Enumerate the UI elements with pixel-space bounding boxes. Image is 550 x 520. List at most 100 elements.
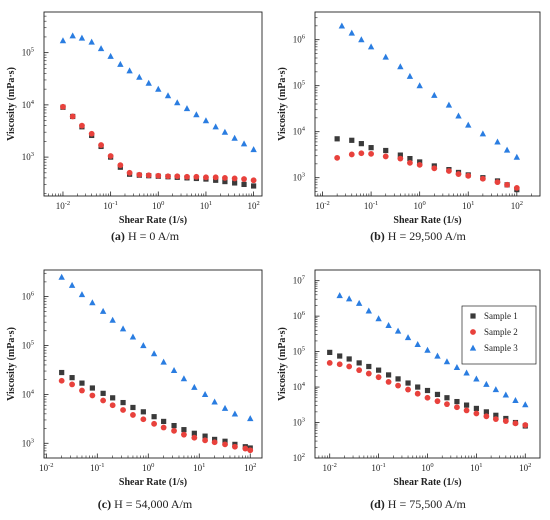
data-point — [407, 159, 413, 166]
data-point — [59, 37, 67, 44]
data-point — [232, 443, 238, 450]
data-point — [69, 113, 76, 120]
data-point — [231, 410, 239, 417]
data-point — [513, 153, 521, 160]
data-point — [97, 45, 105, 52]
data-point — [221, 128, 229, 135]
data-point — [211, 398, 218, 405]
data-point — [512, 397, 519, 404]
data-point — [494, 179, 501, 186]
plot-frame — [43, 269, 263, 459]
data-point — [98, 142, 104, 148]
series-3 — [336, 292, 529, 408]
x-tick-label: 10-1 — [364, 200, 378, 211]
data-point — [434, 398, 441, 405]
series-3 — [338, 22, 521, 160]
data-point — [346, 356, 352, 362]
data-point — [161, 418, 167, 425]
data-point — [348, 151, 355, 158]
data-point — [89, 299, 96, 306]
x-axis-label: Shear Rate (1/s) — [393, 215, 461, 226]
data-point — [473, 405, 479, 412]
data-point — [443, 358, 451, 365]
data-point — [222, 178, 228, 185]
series-1 — [334, 136, 520, 193]
data-point — [107, 52, 114, 59]
data-point — [202, 117, 210, 124]
x-tick-label: 10-2 — [56, 200, 70, 211]
data-point — [79, 122, 85, 129]
data-point — [140, 416, 147, 423]
panel-b: 10-2 10-1 100 101 102 103 104 105 106 Shear Rate … — [277, 11, 541, 243]
data-point — [365, 307, 372, 314]
data-point — [494, 138, 501, 145]
data-point — [327, 349, 333, 355]
data-point — [119, 325, 127, 332]
data-point — [453, 363, 461, 370]
data-point — [117, 60, 124, 67]
data-point — [221, 404, 229, 411]
data-point — [212, 123, 219, 130]
data-point — [522, 401, 529, 408]
legend: Sample 1 Sample 2 Sample 3 — [461, 305, 537, 365]
data-point — [247, 447, 254, 454]
x-axis-label: Shear Rate (1/s) — [119, 477, 187, 488]
data-point — [191, 434, 198, 441]
legend-marker — [469, 344, 477, 351]
data-point — [174, 173, 181, 180]
data-point — [58, 377, 65, 384]
panel-caption: (a) H = 0 A/m — [111, 229, 180, 243]
data-point — [385, 372, 392, 378]
data-point — [251, 183, 257, 189]
data-point — [181, 431, 187, 438]
data-point — [231, 175, 238, 182]
data-point — [100, 390, 106, 396]
data-point — [463, 407, 470, 414]
data-point — [242, 445, 249, 452]
data-point — [512, 420, 519, 427]
data-point — [444, 395, 450, 401]
x-tick-label: 102 — [519, 462, 531, 473]
legend-label: Sample 1 — [484, 311, 518, 321]
data-point — [504, 181, 510, 188]
data-point — [337, 353, 343, 359]
data-point — [463, 402, 470, 408]
x-tick-label: 10-2 — [315, 200, 329, 211]
y-tick-label: 104 — [293, 126, 306, 137]
data-point — [367, 43, 375, 50]
series-2 — [334, 150, 520, 191]
data-point — [68, 281, 76, 288]
data-point — [493, 412, 499, 418]
data-point — [397, 152, 403, 158]
data-point — [382, 53, 389, 60]
data-point — [376, 367, 382, 373]
data-point — [79, 387, 85, 394]
data-point — [140, 342, 147, 349]
data-point — [483, 380, 490, 387]
data-point — [473, 410, 480, 417]
data-point — [78, 291, 86, 298]
data-point — [356, 360, 362, 366]
data-point — [414, 340, 421, 347]
data-point — [201, 390, 209, 397]
data-point — [365, 370, 372, 377]
y-axis-label: Viscosity (mPa·s) — [6, 67, 17, 141]
y-tick-label: 106 — [22, 291, 35, 302]
data-point — [424, 346, 431, 353]
data-point — [193, 111, 200, 118]
data-point — [479, 130, 487, 137]
data-point — [88, 130, 95, 137]
data-point — [202, 437, 208, 444]
data-point — [109, 316, 116, 323]
x-tick-label: 102 — [247, 200, 259, 211]
data-point — [79, 380, 85, 386]
data-point — [171, 427, 177, 434]
data-point — [184, 173, 190, 180]
data-point — [202, 433, 208, 439]
y-tick-label: 102 — [293, 452, 305, 463]
data-point — [415, 384, 421, 390]
panel-caption: (b) H = 29,500 A/m — [370, 229, 466, 243]
data-point — [126, 67, 133, 74]
data-point — [247, 415, 254, 422]
data-point — [165, 173, 171, 180]
